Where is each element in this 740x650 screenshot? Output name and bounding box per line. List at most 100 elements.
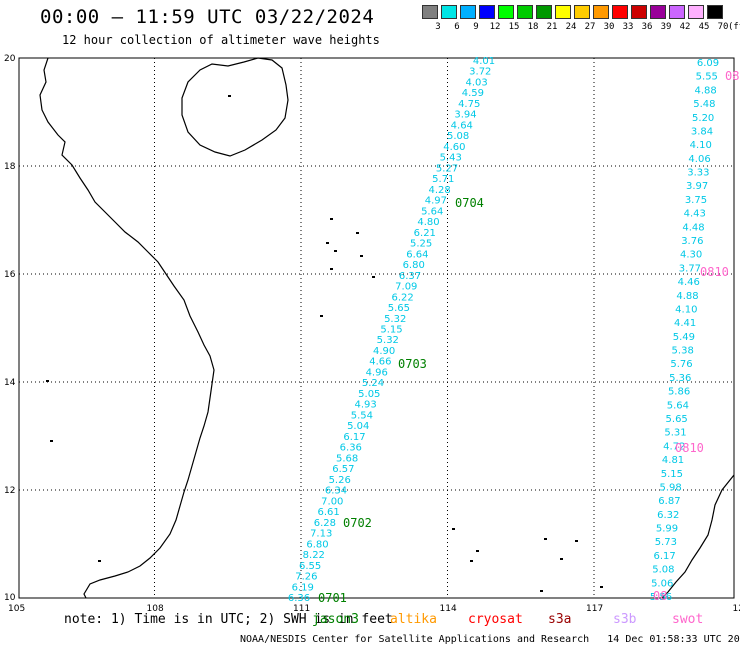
legend-label: 24 [565, 22, 577, 32]
wave-height-value: 3.72 [469, 67, 491, 78]
wave-height-value: 5.38 [672, 346, 694, 357]
pass-time-label: 08 [653, 589, 667, 603]
credit-agency: NOAA/NESDIS Center for Satellite Applica… [240, 634, 590, 645]
legend-label: 27 [584, 22, 596, 32]
footer-note: note: 1) Time is in UTC; 2) SWH is in fe… [64, 612, 393, 627]
satellite-key-s3b: s3b [613, 612, 637, 627]
longitude-labels: 105 108 111 114 117 120 [8, 604, 740, 614]
legend-swatch [669, 5, 685, 19]
wave-height-value: 6.09 [697, 58, 719, 69]
island-speck [330, 268, 333, 270]
wave-height-value: 5.48 [693, 99, 715, 110]
wave-height-value: 5.32 [377, 335, 399, 346]
latitude-tick-label: 10 [4, 593, 16, 603]
wave-height-value: 6.22 [391, 292, 413, 303]
legend-unit: (ft) [728, 22, 740, 32]
wave-height-value: 4.03 [465, 77, 487, 88]
wave-height-value: 4.60 [443, 142, 465, 153]
legend-swatch [498, 5, 514, 19]
legend-label: 15 [508, 22, 520, 32]
wave-height-value: 4.41 [674, 318, 696, 329]
wave-height-value: 8.22 [303, 550, 325, 561]
pass-time-label: 0704 [455, 196, 484, 210]
island-speck [228, 95, 231, 97]
wave-height-value: 3.33 [687, 168, 709, 179]
legend-swatch [422, 5, 438, 19]
legend-swatch [612, 5, 628, 19]
wave-height-value: 7.00 [321, 496, 343, 507]
map-subtitle: 12 hour collection of altimeter wave hei… [62, 33, 380, 47]
wave-height-value: 4.72 [663, 441, 685, 452]
wave-height-value: 5.71 [432, 174, 454, 185]
wave-height-value: 6.17 [343, 432, 365, 443]
wave-height-value: 5.20 [692, 113, 714, 124]
wave-height-value: 4.28 [428, 185, 450, 196]
legend-label: 42 [679, 22, 691, 32]
wave-height-value: 4.80 [417, 217, 439, 228]
wave-height-value: 5.73 [655, 537, 677, 548]
longitude-tick-label: 108 [147, 604, 164, 614]
longitude-tick-label: 120 [733, 604, 740, 614]
latitude-tick-label: 12 [4, 486, 15, 496]
wave-height-value: 5.36 [669, 373, 691, 384]
legend-swatch [631, 5, 647, 19]
wave-height-value: 5.76 [670, 359, 692, 370]
legend-label: 21 [546, 22, 558, 32]
island-speck [360, 255, 363, 257]
legend-label: 70 [717, 22, 729, 32]
legend-label: 3 [435, 22, 441, 32]
wave-height-value: 6.61 [317, 507, 339, 518]
legend-label: 9 [473, 22, 479, 32]
island-markers [46, 95, 603, 592]
altimeter-track-west: 4.013.724.034.594.753.944.645.084.605.43… [288, 56, 495, 605]
legend-swatch [593, 5, 609, 19]
satellite-key-cryosat: cryosat [468, 612, 523, 627]
wave-height-value: 5.64 [421, 206, 443, 217]
wave-height-value: 6.64 [406, 249, 428, 260]
satellite-key-swot: swot [672, 612, 704, 627]
legend-swatch [707, 5, 723, 19]
longitude-tick-label: 105 [8, 604, 25, 614]
wave-height-value: 5.31 [664, 428, 686, 439]
wave-height-value: 4.93 [354, 400, 376, 411]
wave-height-value: 3.76 [681, 236, 703, 247]
satellite-key-s3a: s3a [548, 612, 572, 627]
island-speck [334, 250, 337, 252]
wave-height-value: 3.84 [691, 126, 713, 137]
wave-height-value: 4.96 [366, 367, 388, 378]
wave-height-value: 5.08 [652, 565, 674, 576]
wave-height-value: 5.98 [660, 482, 682, 493]
pass-time-label: 0810 [675, 441, 704, 455]
latitude-tick-label: 16 [4, 270, 16, 280]
island-speck [540, 590, 543, 592]
wave-height-value: 4.01 [473, 56, 495, 67]
legend-swatch [479, 5, 495, 19]
island-speck [476, 550, 479, 552]
wave-height-value: 5.15 [661, 469, 683, 480]
wave-height-value: 5.54 [351, 410, 373, 421]
wave-height-value: 5.05 [358, 389, 380, 400]
wave-height-value: 6.17 [653, 551, 675, 562]
satellite-key-altika: altika [390, 612, 437, 627]
map-frame [18, 57, 735, 599]
wave-height-value: 7.26 [295, 572, 317, 583]
wave-height-value: 6.80 [306, 539, 328, 550]
legend-label: 45 [698, 22, 710, 32]
latitude-labels: 20 18 16 14 12 10 [4, 54, 16, 603]
legend-label: 6 [454, 22, 460, 32]
legend-label: 30 [603, 22, 615, 32]
wave-height-value: 4.30 [680, 250, 702, 261]
island-speck [326, 242, 329, 244]
credit-line: NOAA/NESDIS Center for Satellite Applica… [240, 634, 740, 645]
wave-height-value: 6.36 [340, 443, 362, 454]
wave-height-value: 6.37 [399, 271, 421, 282]
luzon-coastline [661, 474, 735, 599]
wave-height-value: 4.88 [694, 85, 716, 96]
wave-height-value: 6.55 [299, 561, 321, 572]
island-speck [330, 218, 333, 220]
vietnam-coastline [39, 57, 215, 599]
longitude-tick-label: 114 [440, 604, 457, 614]
pass-time-label: 0701 [318, 591, 347, 605]
legend-label: 36 [641, 22, 653, 32]
longitude-tick-label: 111 [293, 604, 310, 614]
